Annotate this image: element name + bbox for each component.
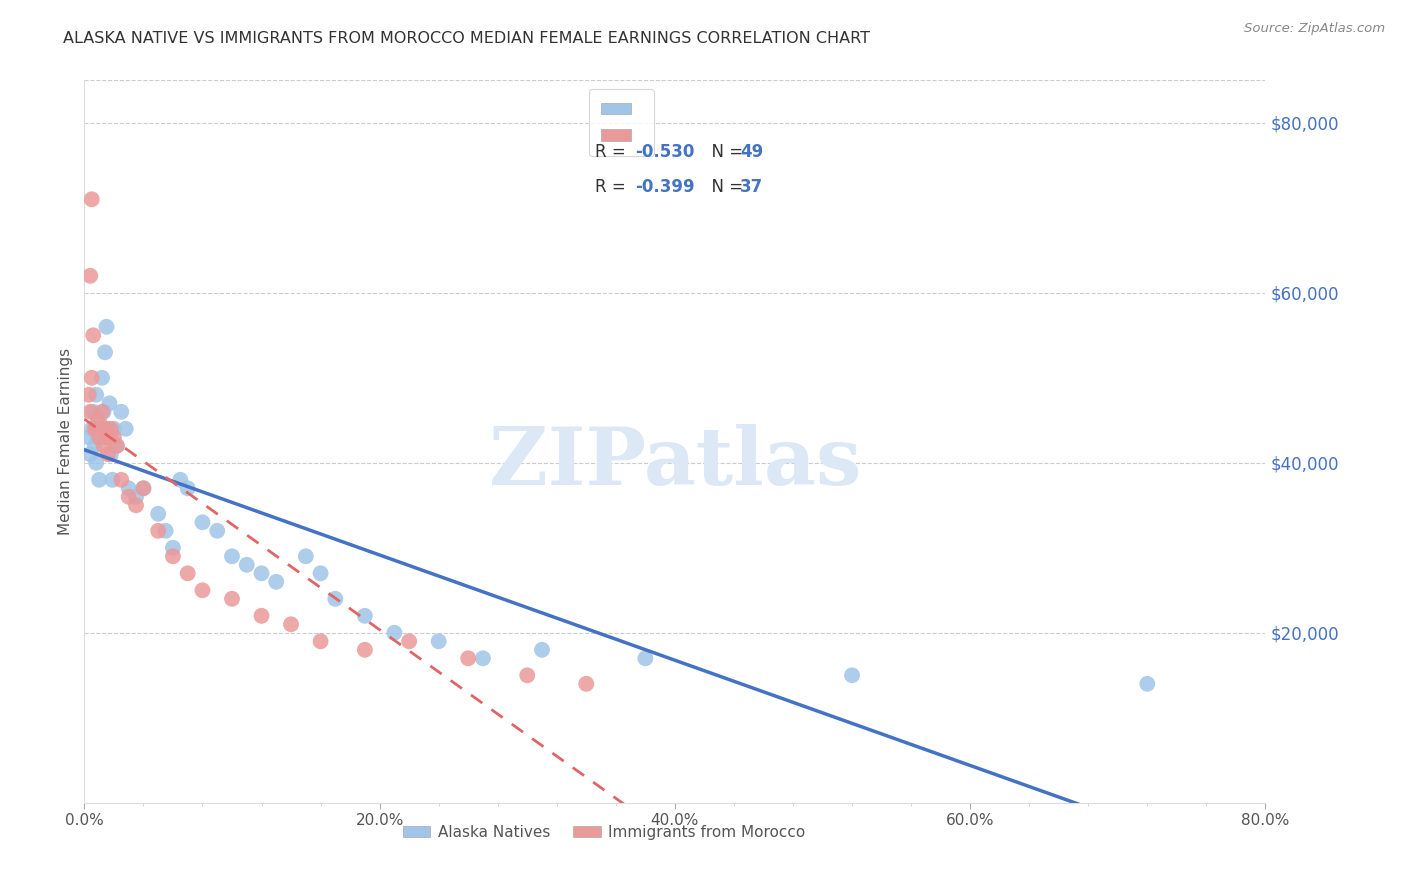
- Point: [125, 498, 148, 512]
- Point: [221, 549, 243, 564]
- Point: [110, 473, 132, 487]
- Point: [105, 439, 128, 453]
- Point: [125, 490, 148, 504]
- Point: [148, 524, 170, 538]
- Point: [155, 524, 177, 538]
- Point: [250, 608, 273, 623]
- Point: [87, 430, 111, 444]
- Point: [162, 541, 184, 555]
- Point: [83, 422, 105, 436]
- Point: [87, 413, 111, 427]
- Point: [82, 328, 104, 343]
- Point: [91, 371, 114, 385]
- Point: [91, 405, 114, 419]
- Point: [221, 591, 243, 606]
- Point: [80, 422, 103, 436]
- Point: [77, 430, 100, 444]
- Text: N =: N =: [700, 143, 748, 161]
- Text: -0.399: -0.399: [634, 178, 695, 196]
- Point: [118, 481, 141, 495]
- Text: 49: 49: [740, 143, 763, 161]
- Point: [114, 422, 136, 436]
- Point: [100, 447, 122, 461]
- Point: [177, 481, 200, 495]
- Point: [80, 192, 103, 206]
- Point: [191, 583, 214, 598]
- Text: ALASKA NATIVE VS IMMIGRANTS FROM MOROCCO MEDIAN FEMALE EARNINGS CORRELATION CHAR: ALASKA NATIVE VS IMMIGRANTS FROM MOROCCO…: [63, 31, 870, 46]
- Point: [100, 422, 122, 436]
- Point: [79, 447, 101, 461]
- Point: [634, 651, 657, 665]
- Point: [132, 481, 155, 495]
- Point: [575, 677, 598, 691]
- Point: [266, 574, 288, 589]
- Point: [82, 405, 104, 419]
- Text: 37: 37: [740, 178, 763, 196]
- Point: [98, 430, 121, 444]
- Text: -0.530: -0.530: [634, 143, 695, 161]
- Point: [207, 524, 229, 538]
- Point: [84, 456, 107, 470]
- Point: [309, 634, 332, 648]
- Point: [118, 490, 141, 504]
- Point: [87, 473, 111, 487]
- Point: [457, 651, 479, 665]
- Point: [86, 430, 108, 444]
- Point: [1136, 677, 1159, 691]
- Point: [162, 549, 184, 564]
- Point: [96, 319, 118, 334]
- Point: [105, 439, 128, 453]
- Point: [169, 473, 191, 487]
- Text: ZIPatlas: ZIPatlas: [489, 425, 860, 502]
- Point: [103, 430, 125, 444]
- Point: [77, 388, 100, 402]
- Point: [98, 396, 121, 410]
- Point: [96, 430, 118, 444]
- Point: [90, 422, 112, 436]
- Point: [191, 516, 214, 530]
- Point: [427, 634, 450, 648]
- Point: [354, 642, 377, 657]
- Point: [80, 371, 103, 385]
- Point: [516, 668, 538, 682]
- Point: [84, 388, 107, 402]
- Point: [110, 405, 132, 419]
- Text: R =: R =: [595, 143, 631, 161]
- Point: [93, 405, 115, 419]
- Point: [103, 422, 125, 436]
- Point: [148, 507, 170, 521]
- Text: Source: ZipAtlas.com: Source: ZipAtlas.com: [1244, 22, 1385, 36]
- Point: [83, 439, 105, 453]
- Text: R =: R =: [595, 178, 631, 196]
- Point: [295, 549, 318, 564]
- Point: [86, 413, 108, 427]
- Point: [94, 345, 117, 359]
- Legend: Alaska Natives, Immigrants from Morocco: Alaska Natives, Immigrants from Morocco: [396, 819, 811, 846]
- Y-axis label: Median Female Earnings: Median Female Earnings: [58, 348, 73, 535]
- Point: [94, 422, 117, 436]
- Text: N =: N =: [700, 178, 748, 196]
- Point: [250, 566, 273, 581]
- Point: [97, 422, 120, 436]
- Point: [354, 608, 377, 623]
- Point: [841, 668, 863, 682]
- Point: [96, 430, 118, 444]
- Point: [325, 591, 347, 606]
- Point: [472, 651, 495, 665]
- Point: [236, 558, 259, 572]
- Point: [309, 566, 332, 581]
- Point: [280, 617, 302, 632]
- Point: [93, 439, 115, 453]
- Point: [84, 422, 107, 436]
- Point: [90, 422, 112, 436]
- Point: [382, 625, 406, 640]
- Point: [398, 634, 420, 648]
- Point: [177, 566, 200, 581]
- Point: [132, 481, 155, 495]
- Point: [101, 473, 124, 487]
- Point: [79, 268, 101, 283]
- Point: [79, 405, 101, 419]
- Point: [97, 447, 120, 461]
- Point: [531, 642, 554, 657]
